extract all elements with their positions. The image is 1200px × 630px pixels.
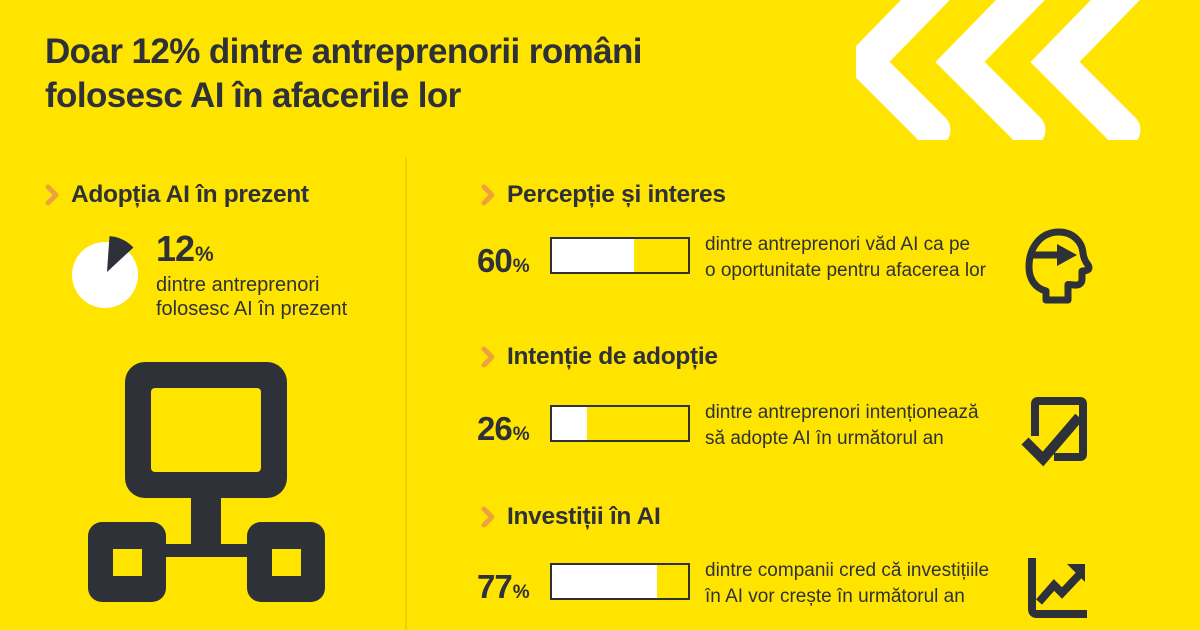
intent-description-line1: dintre antreprenori intenționează: [705, 402, 979, 423]
intent-description: dintre antreprenori intenționează să ado…: [705, 400, 979, 452]
investment-percentage-value: 77: [477, 568, 513, 605]
triple-chevron-left-icon: [856, 0, 1156, 140]
network-icon-svg: [88, 362, 325, 602]
section-investment-header: Investiții în AI: [481, 503, 661, 531]
chart-up-icon: [1021, 552, 1089, 627]
perception-stat-row: 60 % dintre antreprenori văd AI ca pe o …: [477, 228, 1171, 320]
section-intent-title: Intenție de adopție: [507, 343, 718, 370]
investment-percentage-unit: %: [512, 582, 530, 603]
intent-progress-bar: [550, 405, 690, 442]
perception-description: dintre antreprenori văd AI ca pe o oport…: [705, 232, 986, 284]
adoption-percentage-unit: %: [195, 243, 214, 266]
intent-percentage-value: 26: [477, 410, 513, 447]
adoption-percentage-value: 12: [156, 228, 195, 269]
intent-percentage: 26 %: [477, 410, 530, 448]
page-title: Doar 12% dintre antreprenorii români fol…: [45, 30, 642, 118]
section-adoption-title: Adopția AI în prezent: [71, 181, 309, 208]
adoption-caption-line2: folosesc AI în prezent: [156, 298, 348, 321]
investment-progress-bar: [550, 563, 690, 600]
intent-description-line2: să adopte AI în următorul an: [705, 427, 944, 449]
page-title-line1: Doar 12% dintre antreprenorii români: [45, 32, 642, 71]
section-perception-header: Percepție și interes: [481, 181, 726, 209]
intent-progress-fill: [552, 407, 588, 440]
column-divider: [405, 157, 407, 630]
perception-description-line1: dintre antreprenori văd AI ca pe: [705, 234, 971, 255]
perception-percentage: 60 %: [477, 242, 530, 280]
intent-percentage-unit: %: [512, 424, 530, 445]
pie-wedge: [107, 236, 134, 272]
head-arrow-icon-svg: [1025, 228, 1093, 304]
checkbox-check-icon: [1021, 390, 1089, 473]
investment-description: dintre companii cred că investițiile în …: [705, 558, 989, 610]
checkbox-check-icon-svg: [1021, 397, 1087, 467]
intent-stat-row: 26 % dintre antreprenori intenționează s…: [477, 397, 1171, 488]
investment-percentage: 77 %: [477, 568, 530, 606]
pie-chart-12pct: [72, 236, 138, 308]
section-perception-title: Percepție și interes: [507, 181, 726, 208]
adoption-percentage: 12 %: [156, 228, 347, 270]
head-arrow-icon: [1021, 222, 1093, 309]
perception-progress-bar: [550, 237, 690, 274]
investment-description-line1: dintre companii cred că investițiile: [705, 560, 990, 581]
perception-percentage-unit: %: [512, 256, 530, 277]
adoption-caption-line1: dintre antreprenori: [156, 274, 320, 296]
section-bullet-icon: [481, 506, 495, 528]
triple-chevron-left-svg: [856, 0, 1141, 140]
section-bullet-icon: [481, 184, 495, 206]
page-title-line2: folosesc AI în afacerile lor: [45, 76, 461, 116]
section-intent-header: Intenție de adopție: [481, 343, 718, 371]
section-adoption-header: Adopția AI în prezent: [45, 181, 309, 209]
chart-up-icon-svg: [1028, 558, 1087, 618]
perception-description-line2: o oportunitate pentru afacerea lor: [705, 259, 986, 281]
perception-progress-fill: [552, 239, 634, 272]
adoption-stat-block: 12 % dintre antreprenori folosesc AI în …: [68, 228, 347, 322]
investment-description-line2: în AI vor crește în următorul an: [705, 585, 965, 607]
perception-percentage-value: 60: [477, 242, 513, 279]
section-bullet-icon: [45, 184, 59, 206]
investment-stat-row: 77 % dintre companii cred că investițiil…: [477, 558, 1171, 630]
section-investment-title: Investiții în AI: [507, 503, 661, 530]
adoption-caption: dintre antreprenori folosesc AI în preze…: [156, 273, 347, 322]
investment-progress-fill: [552, 565, 657, 598]
network-icon: [85, 356, 325, 611]
section-bullet-icon: [481, 346, 495, 368]
